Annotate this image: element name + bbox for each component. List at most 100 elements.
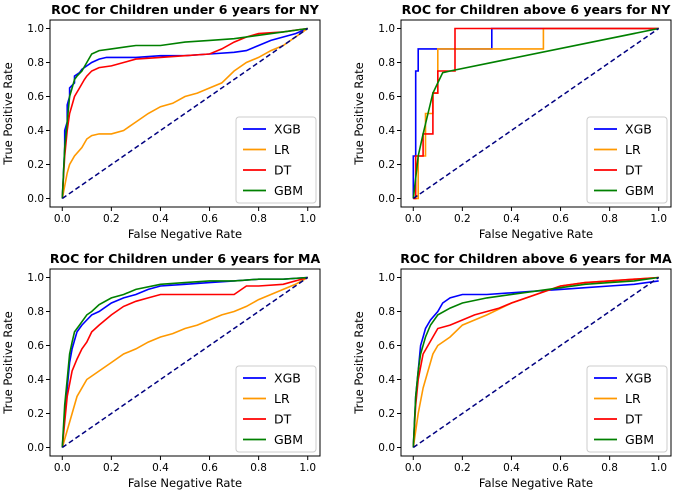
x-tick-label: 0.0	[54, 213, 71, 225]
legend-box	[586, 365, 668, 453]
y-tick-label: 0.8	[27, 306, 44, 318]
x-tick-label: 0.6	[552, 213, 569, 225]
y-tick-label: 1.0	[378, 272, 395, 284]
x-tick-label: 0.2	[454, 213, 471, 225]
legend-label-gbm: GBM	[625, 183, 654, 198]
x-tick-label: 0.4	[152, 213, 169, 225]
x-axis-label: False Negative Rate	[479, 227, 593, 241]
x-axis-label: False Negative Rate	[479, 476, 593, 490]
x-tick-label: 0.2	[103, 462, 120, 474]
x-tick-label: 0.2	[103, 213, 120, 225]
roc-line-dt	[412, 276, 659, 448]
legend: XGB LR DT GBM	[235, 365, 317, 453]
legend-box	[235, 116, 317, 204]
y-tick-label: 0.6	[378, 340, 395, 352]
y-tick-label: 1.0	[27, 23, 44, 35]
roc-line-gbm	[61, 276, 308, 448]
x-axis-label: False Negative Rate	[128, 227, 242, 241]
y-tick-label: 1.0	[378, 23, 395, 35]
legend-label-lr: LR	[274, 391, 290, 406]
series-group	[61, 276, 309, 449]
x-tick-label: 0.4	[503, 213, 520, 225]
y-tick-label: 0.0	[27, 442, 44, 454]
roc-line-dt	[413, 27, 659, 200]
x-tick-label: 0.8	[250, 213, 267, 225]
roc-panel-1: ROC for Children under 6 years for NY 0.0…	[1, 2, 321, 241]
roc-line-gbm	[61, 27, 308, 199]
y-tick-label: 0.6	[378, 91, 395, 103]
chance-diagonal-line	[412, 27, 660, 200]
y-tick-label: 0.4	[378, 374, 395, 386]
x-tick-label: 1.0	[650, 462, 667, 474]
plot-frame	[400, 19, 672, 208]
plot-frame	[49, 268, 321, 457]
roc-line-xgb	[412, 27, 659, 199]
y-tick-label: 0.4	[378, 125, 395, 137]
y-tick-label: 0.0	[378, 193, 395, 205]
series-group	[61, 27, 309, 200]
y-tick-label: 0.0	[27, 193, 44, 205]
legend-label-dt: DT	[274, 163, 292, 178]
roc-line-xgb	[61, 276, 308, 448]
series-group	[412, 27, 660, 200]
x-tick-label: 0.2	[454, 462, 471, 474]
x-tick-label: 0.6	[552, 462, 569, 474]
x-tick-label: 0.4	[152, 462, 169, 474]
y-axis-label: True Positive Rate	[1, 62, 15, 165]
series-group	[412, 276, 660, 449]
legend-label-dt: DT	[274, 412, 292, 427]
legend-label-xgb: XGB	[625, 371, 652, 386]
chart-title: ROC for Children above 6 years for MA	[400, 251, 672, 266]
roc-line-gbm	[412, 27, 659, 199]
y-axis-label: True Positive Rate	[352, 62, 366, 165]
chart-title: ROC for Children above 6 years for NY	[402, 2, 672, 17]
chart-title: ROC for Children under 6 years for MA	[50, 251, 321, 266]
x-tick-label: 0.6	[201, 213, 218, 225]
x-tick-label: 0.0	[54, 462, 71, 474]
roc-line-gbm	[412, 276, 659, 448]
legend: XGB LR DT GBM	[235, 116, 317, 204]
legend-label-xgb: XGB	[274, 371, 301, 386]
roc-line-xgb	[412, 280, 659, 448]
legend-label-dt: DT	[625, 412, 643, 427]
x-tick-label: 0.8	[601, 213, 618, 225]
x-tick-label: 1.0	[650, 213, 667, 225]
y-axis-label: True Positive Rate	[1, 311, 15, 414]
legend-label-gbm: GBM	[274, 432, 303, 447]
chart-title: ROC for Children under 6 years for NY	[51, 2, 320, 17]
legend-label-gbm: GBM	[625, 432, 654, 447]
y-tick-label: 0.2	[27, 159, 44, 171]
legend-label-lr: LR	[274, 142, 290, 157]
roc-line-lr	[61, 27, 309, 199]
x-tick-label: 0.4	[503, 462, 520, 474]
roc-panel-2: ROC for Children above 6 years for NY 0.0…	[352, 2, 672, 241]
y-tick-label: 0.4	[27, 125, 44, 137]
y-tick-label: 0.8	[378, 306, 395, 318]
x-tick-label: 1.0	[299, 213, 316, 225]
plot-frame	[49, 19, 321, 208]
legend-label-lr: LR	[625, 142, 641, 157]
legend-label-xgb: XGB	[625, 122, 652, 137]
y-tick-label: 0.2	[378, 159, 395, 171]
x-tick-label: 0.8	[601, 462, 618, 474]
roc-line-dt	[61, 276, 308, 448]
legend: XGB LR DT GBM	[586, 116, 668, 204]
x-tick-label: 1.0	[299, 462, 316, 474]
legend-label-dt: DT	[625, 163, 643, 178]
roc-panel-3: ROC for Children under 6 years for MA 0.0…	[1, 251, 321, 490]
x-tick-label: 0.8	[250, 462, 267, 474]
x-axis-label: False Negative Rate	[128, 476, 242, 490]
x-tick-label: 0.0	[405, 213, 422, 225]
y-tick-label: 0.8	[27, 57, 44, 69]
legend-label-xgb: XGB	[274, 122, 301, 137]
y-tick-label: 0.0	[378, 442, 395, 454]
roc-line-lr	[61, 276, 309, 448]
roc-panel-4: ROC for Children above 6 years for MA 0.0…	[352, 251, 672, 490]
chance-diagonal-line	[61, 27, 309, 200]
y-tick-label: 0.6	[27, 91, 44, 103]
y-tick-label: 0.8	[378, 57, 395, 69]
y-tick-label: 0.2	[27, 408, 44, 420]
legend-box	[235, 365, 317, 453]
chance-diagonal-line	[412, 276, 660, 449]
